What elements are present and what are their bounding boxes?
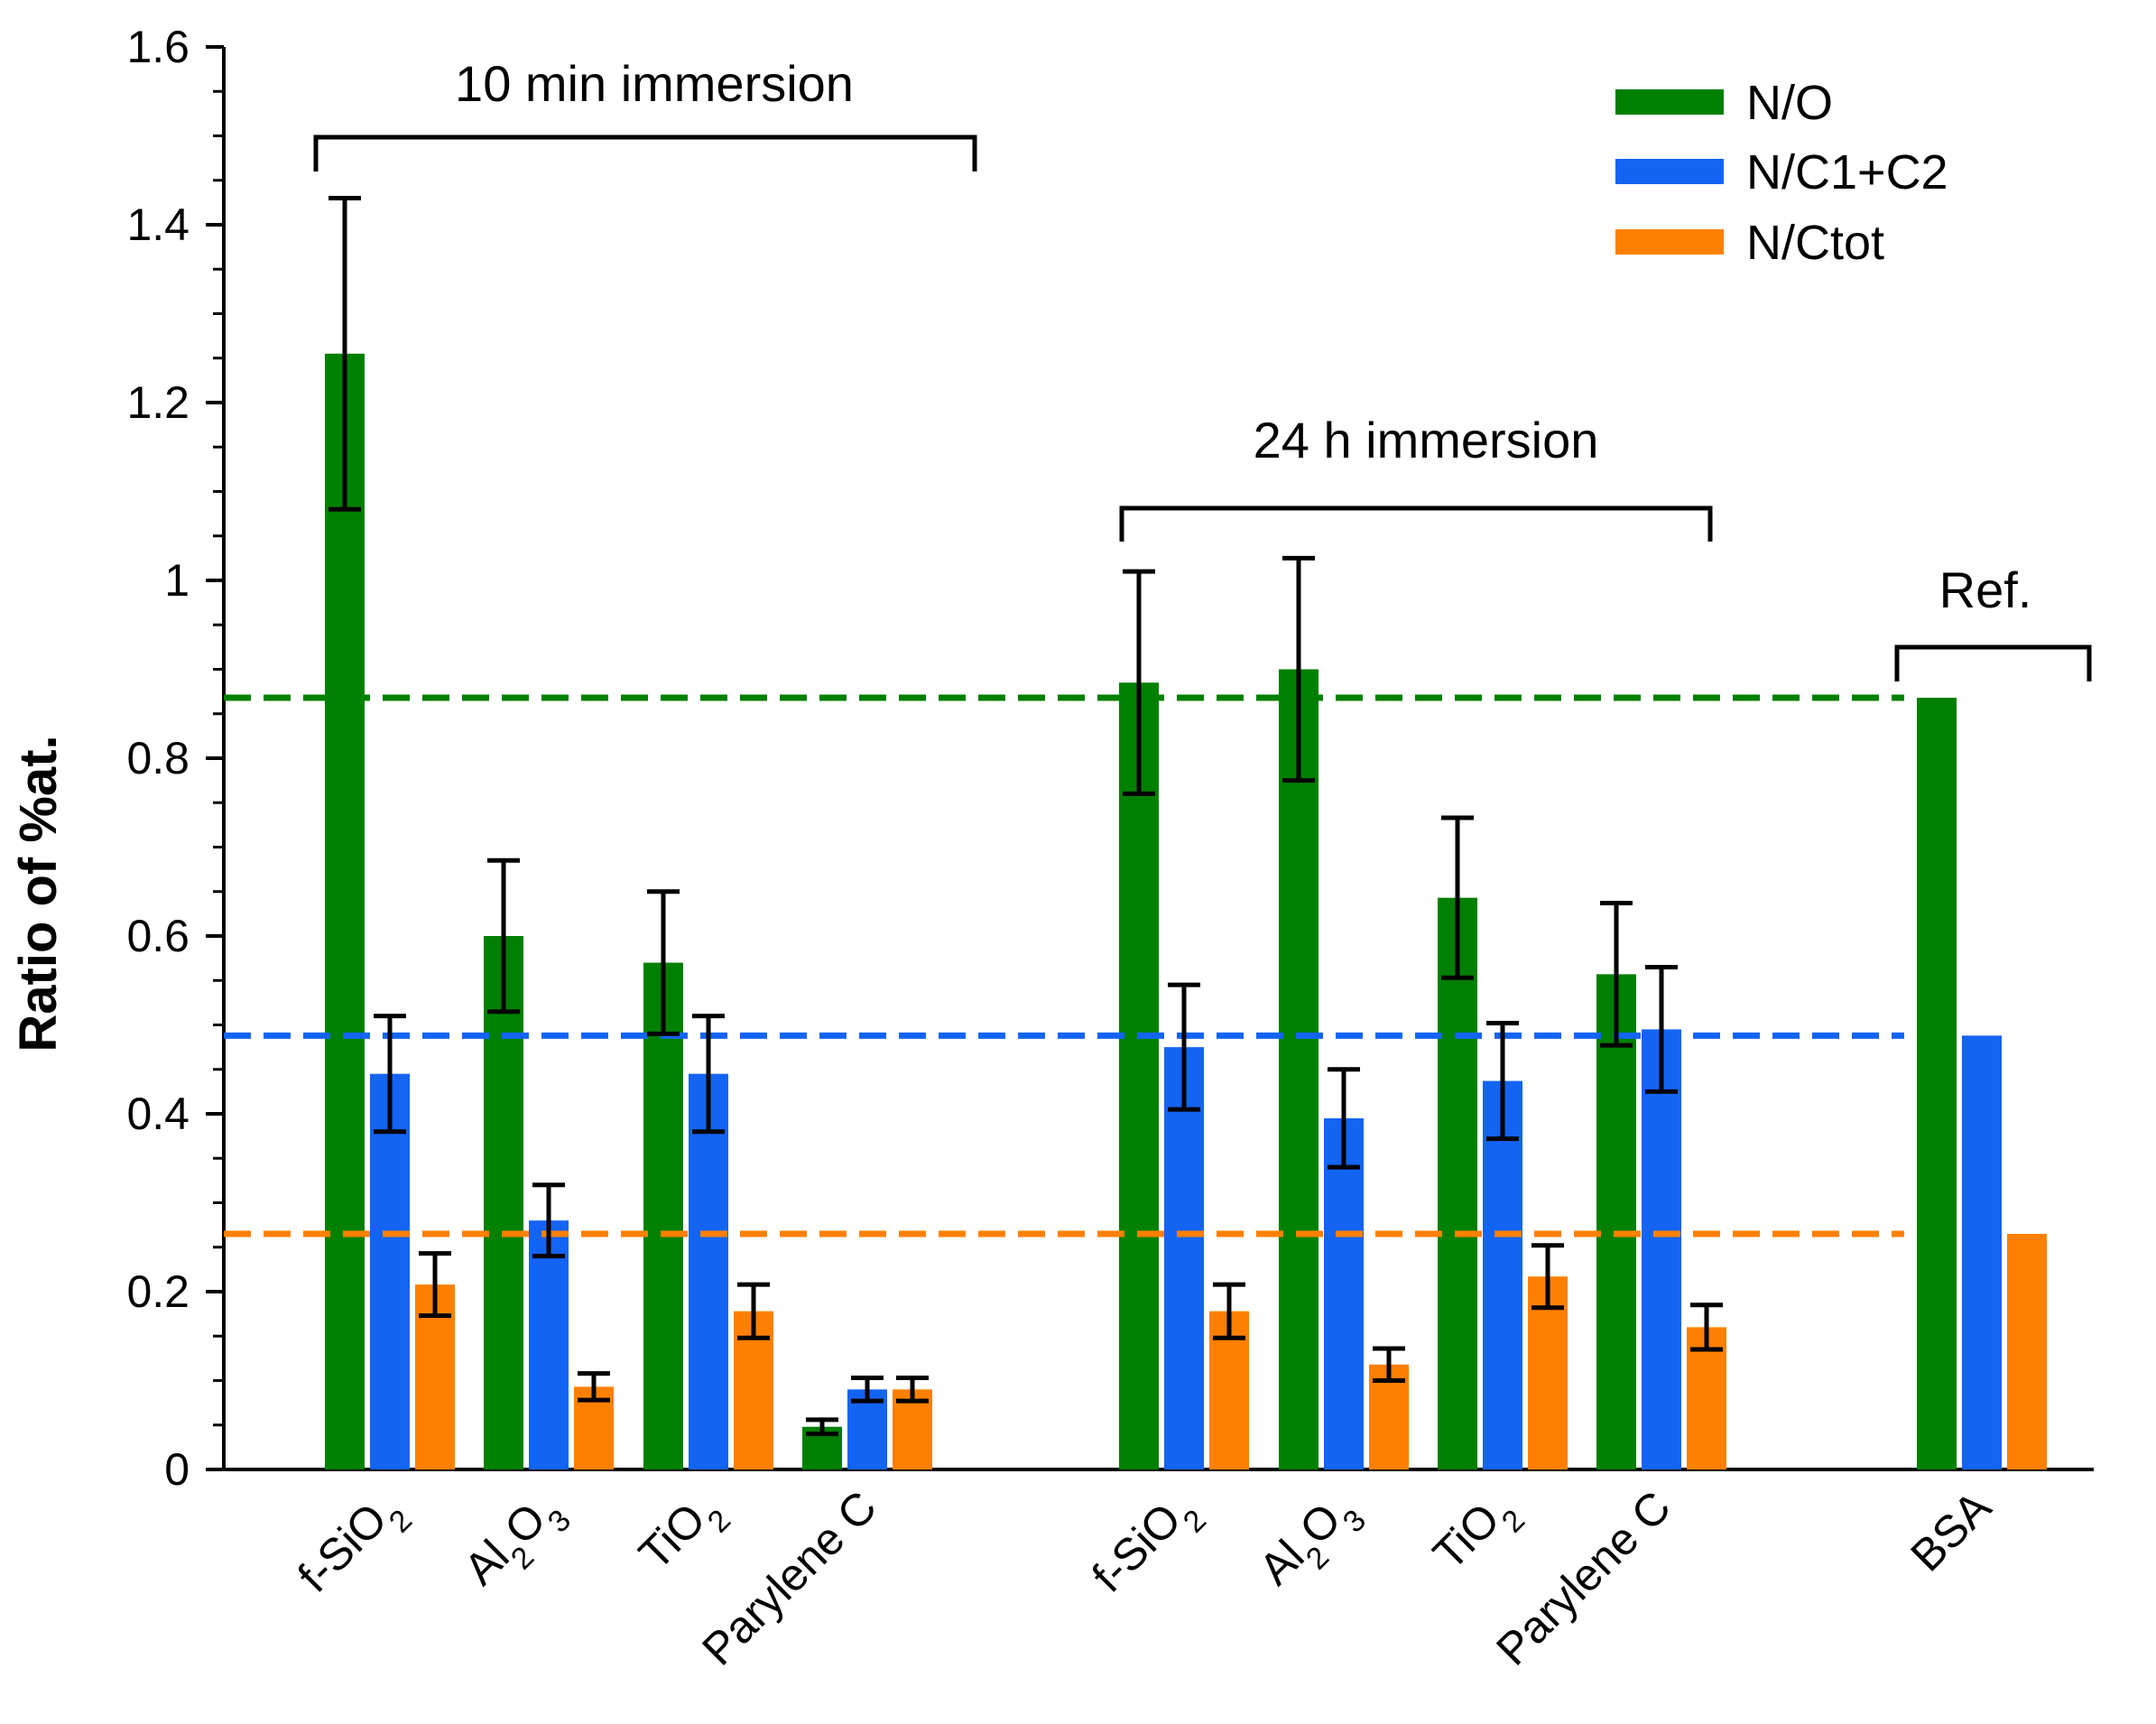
error-bar	[1486, 1021, 1519, 1142]
error-bar	[647, 889, 680, 1036]
bars	[325, 353, 2047, 1470]
bar-n-o	[1279, 669, 1319, 1469]
bar-n-o	[1438, 897, 1477, 1469]
bar-n-o	[484, 936, 523, 1469]
error-bar	[1373, 1346, 1405, 1383]
error-bar	[1441, 815, 1474, 980]
error-bar	[328, 195, 361, 512]
legend-label: N/Ctot	[1746, 216, 1884, 270]
error-bar	[419, 1251, 451, 1319]
legend-label: N/C1+C2	[1746, 145, 1948, 199]
y-tick-label: 1	[164, 555, 190, 606]
error-bar	[896, 1376, 929, 1404]
y-axis-title: Ratio of %at.	[9, 735, 68, 1052]
y-tick-label: 1.6	[126, 22, 190, 72]
bar-n-c1-c2	[529, 1220, 569, 1469]
group-label: 24 h immersion	[1254, 412, 1599, 468]
error-bar	[1328, 1067, 1360, 1170]
error-bar	[1690, 1302, 1723, 1352]
error-bars	[328, 195, 1723, 1437]
x-category-label: BSA	[1901, 1481, 2001, 1581]
group-bracket	[313, 134, 977, 171]
bar-n-o	[643, 962, 683, 1469]
error-bar	[532, 1182, 565, 1259]
bar-n-o	[325, 353, 365, 1470]
x-category-label: Parylene C	[692, 1481, 885, 1674]
group-brackets: 10 min immersion 24 h immersion Ref.	[313, 55, 2092, 681]
error-bar	[1282, 555, 1315, 783]
error-bar	[1213, 1282, 1245, 1340]
bar-n-c1-c2	[1164, 1047, 1204, 1469]
x-category-label: Al2O3	[1249, 1481, 1373, 1605]
legend: N/O N/C1+C2 N/Ctot	[1615, 76, 1948, 270]
bar-n-ctot	[2007, 1233, 2047, 1469]
x-category-label: TiO2	[1423, 1481, 1531, 1590]
error-bar	[737, 1282, 770, 1340]
legend-label: N/O	[1746, 76, 1833, 130]
x-category-label: f-SiO2	[1082, 1481, 1213, 1612]
group-bracket	[1894, 644, 2092, 681]
y-tick-label: 0.8	[126, 733, 190, 783]
bar-n-c1-c2	[689, 1073, 728, 1469]
error-bar	[806, 1417, 838, 1437]
error-bar	[487, 857, 520, 1015]
bar-n-c1-c2	[1642, 1029, 1681, 1469]
x-category-label: TiO2	[629, 1481, 737, 1590]
y-tick-label: 0.2	[126, 1266, 190, 1317]
error-bar	[578, 1371, 610, 1403]
group-label: Ref.	[1939, 561, 2032, 618]
bar-n-c1-c2	[370, 1073, 410, 1469]
legend-swatch	[1615, 89, 1724, 115]
legend-swatch	[1615, 159, 1724, 184]
group-label: 10 min immersion	[455, 55, 854, 112]
bar-n-c1-c2	[1324, 1117, 1364, 1469]
error-bar	[1645, 964, 1678, 1094]
x-category-label: f-SiO2	[288, 1481, 419, 1612]
error-bar	[692, 1014, 725, 1135]
error-bar	[851, 1376, 884, 1404]
y-tick-label: 0.6	[126, 911, 190, 961]
x-category-label: Parylene C	[1486, 1481, 1679, 1674]
y-tick-label: 1.4	[126, 199, 190, 250]
legend-swatch	[1615, 229, 1724, 255]
bar-n-o	[1596, 974, 1636, 1469]
y-tick-label: 1.2	[126, 377, 190, 428]
group-bracket	[1119, 505, 1713, 542]
error-bar	[1531, 1243, 1564, 1311]
bar-n-c1-c2	[1483, 1080, 1522, 1469]
error-bar	[374, 1014, 406, 1135]
error-bar	[1168, 982, 1200, 1112]
bar-n-o	[1917, 698, 1957, 1469]
y-tick-label: 0	[164, 1444, 190, 1495]
bar-n-o	[1119, 682, 1159, 1469]
error-bar	[1123, 569, 1155, 796]
y-tick-label: 0.4	[126, 1089, 190, 1139]
reference-lines	[224, 694, 1904, 1237]
x-category-label: Al2O3	[454, 1481, 578, 1605]
bar-n-c1-c2	[1962, 1035, 2002, 1469]
error-bar	[1600, 901, 1633, 1048]
